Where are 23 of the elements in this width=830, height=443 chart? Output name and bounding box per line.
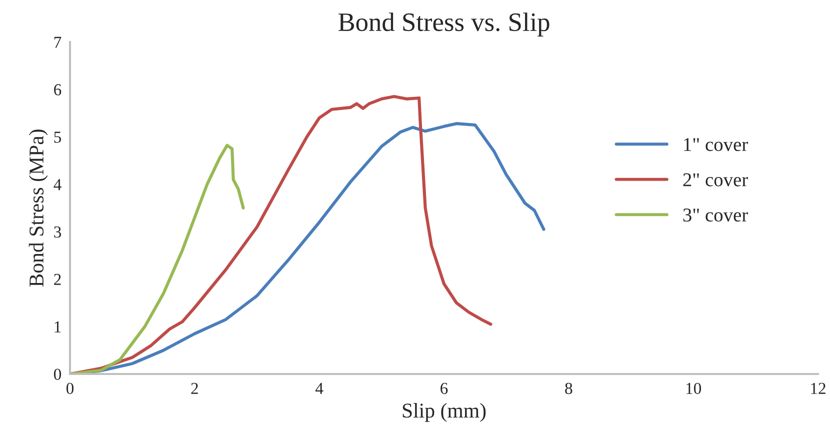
y-tick-label: 3 (54, 226, 62, 238)
y-tick-label: 1 (54, 321, 61, 332)
chart-title: Bond Stress vs. Slip (338, 12, 550, 37)
x-axis-title: Slip (mm) (402, 403, 486, 422)
y-tick-label: 4 (54, 179, 62, 190)
x-tick-label: 0 (66, 382, 74, 394)
line-series (70, 144, 245, 374)
legend-label: 3" cover (683, 208, 748, 222)
x-tick-label: 6 (440, 382, 448, 394)
y-tick-label: 7 (54, 36, 62, 48)
line-series (70, 95, 492, 374)
x-tick-label: 8 (565, 382, 572, 394)
legend-label: 1" cover (684, 138, 748, 152)
y-tick-label: 0 (54, 368, 62, 380)
x-tick-label: 10 (686, 382, 702, 394)
x-tick-label: 4 (315, 382, 324, 394)
y-tick-label: 2 (54, 274, 61, 285)
y-tick-label: 5 (54, 132, 62, 143)
x-tick-label: 12 (811, 382, 826, 394)
y-tick-label: 6 (54, 84, 62, 96)
y-axis-title: Bond Stress (MPa) (28, 130, 48, 287)
x-tick-label: 2 (191, 382, 198, 394)
legend-label: 2" cover (683, 173, 748, 186)
